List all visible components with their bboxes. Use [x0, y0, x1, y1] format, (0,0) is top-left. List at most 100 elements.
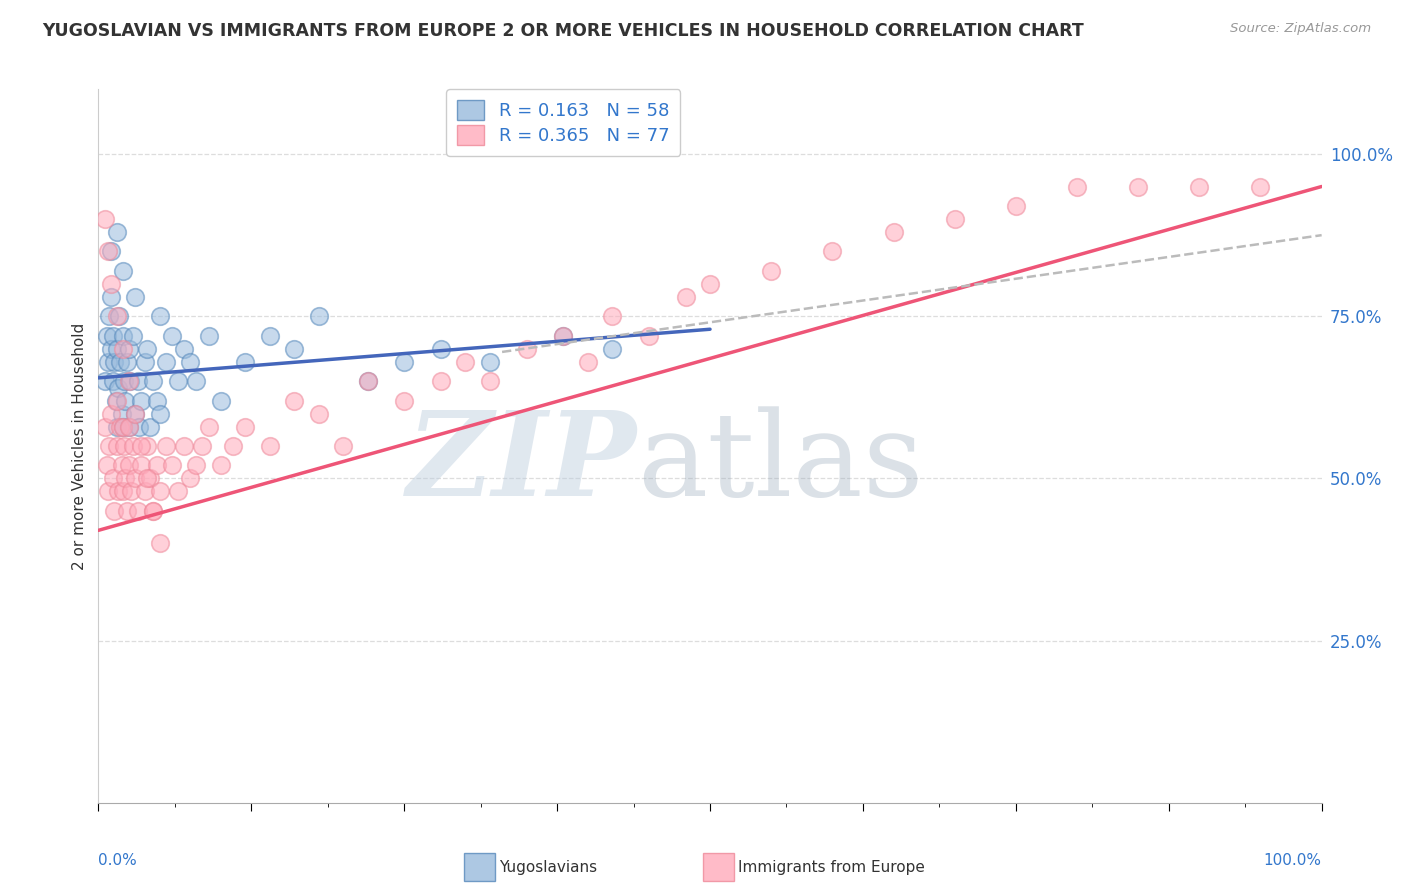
- Point: [142, 374, 165, 388]
- Point: [115, 354, 138, 368]
- Point: [209, 458, 232, 473]
- Point: [173, 342, 195, 356]
- Point: [101, 328, 124, 343]
- Point: [478, 354, 501, 368]
- Point: [136, 342, 159, 356]
- Point: [179, 471, 201, 485]
- Point: [139, 471, 162, 485]
- Point: [1066, 179, 1088, 194]
- Point: [114, 471, 136, 485]
- Point: [105, 342, 128, 356]
- Point: [1188, 179, 1211, 194]
- Point: [186, 374, 208, 388]
- Point: [1128, 179, 1150, 194]
- Point: [142, 504, 165, 518]
- Point: [111, 407, 134, 421]
- Point: [110, 419, 132, 434]
- Point: [259, 439, 281, 453]
- Point: [108, 310, 131, 324]
- Point: [142, 504, 165, 518]
- Point: [149, 536, 172, 550]
- Point: [124, 471, 146, 485]
- Point: [124, 290, 146, 304]
- Point: [100, 342, 122, 356]
- Point: [111, 419, 134, 434]
- Point: [146, 458, 169, 473]
- Point: [430, 374, 453, 388]
- Text: Yugoslavians: Yugoslavians: [499, 860, 598, 874]
- Point: [392, 393, 416, 408]
- Point: [124, 407, 146, 421]
- Point: [111, 342, 134, 356]
- Point: [155, 439, 177, 453]
- Point: [105, 310, 128, 324]
- Point: [553, 328, 575, 343]
- Point: [146, 393, 169, 408]
- Point: [553, 328, 575, 343]
- Point: [197, 328, 219, 343]
- Point: [127, 374, 149, 388]
- Point: [93, 419, 115, 434]
- Text: atlas: atlas: [637, 407, 922, 521]
- Point: [128, 419, 150, 434]
- Point: [173, 439, 195, 453]
- Point: [127, 504, 149, 518]
- Point: [105, 393, 128, 408]
- Point: [112, 439, 135, 453]
- Point: [107, 484, 129, 499]
- Point: [179, 354, 201, 368]
- Point: [129, 393, 152, 408]
- Point: [576, 354, 599, 368]
- Point: [93, 211, 115, 226]
- Point: [100, 277, 122, 291]
- Point: [105, 225, 128, 239]
- Point: [111, 419, 134, 434]
- Point: [454, 354, 477, 368]
- Point: [111, 328, 134, 343]
- Point: [118, 419, 141, 434]
- Point: [1004, 199, 1026, 213]
- Point: [308, 310, 330, 324]
- Point: [821, 244, 844, 259]
- Point: [478, 374, 501, 388]
- Point: [118, 374, 141, 388]
- Point: [356, 374, 378, 388]
- Point: [283, 342, 305, 356]
- Point: [121, 328, 143, 343]
- Legend: R = 0.163   N = 58, R = 0.365   N = 77: R = 0.163 N = 58, R = 0.365 N = 77: [446, 89, 681, 156]
- Point: [120, 484, 142, 499]
- Point: [167, 374, 190, 388]
- Point: [675, 290, 697, 304]
- Point: [111, 458, 134, 473]
- Point: [101, 471, 124, 485]
- Point: [96, 328, 118, 343]
- Point: [883, 225, 905, 239]
- Point: [100, 290, 122, 304]
- Point: [129, 439, 152, 453]
- Point: [134, 484, 156, 499]
- Point: [191, 439, 214, 453]
- Point: [118, 458, 141, 473]
- Point: [111, 264, 134, 278]
- Point: [105, 439, 128, 453]
- Point: [222, 439, 245, 453]
- Point: [118, 419, 141, 434]
- Point: [98, 310, 121, 324]
- Point: [308, 407, 330, 421]
- Point: [114, 393, 136, 408]
- Point: [638, 328, 661, 343]
- Point: [97, 484, 120, 499]
- Point: [600, 342, 623, 356]
- Point: [332, 439, 354, 453]
- Point: [515, 342, 537, 356]
- Point: [1249, 179, 1271, 194]
- Point: [100, 244, 122, 259]
- Text: Immigrants from Europe: Immigrants from Europe: [738, 860, 925, 874]
- Point: [699, 277, 721, 291]
- Point: [100, 407, 122, 421]
- Point: [112, 374, 135, 388]
- Point: [943, 211, 966, 226]
- Point: [167, 484, 190, 499]
- Point: [149, 484, 172, 499]
- Point: [600, 310, 623, 324]
